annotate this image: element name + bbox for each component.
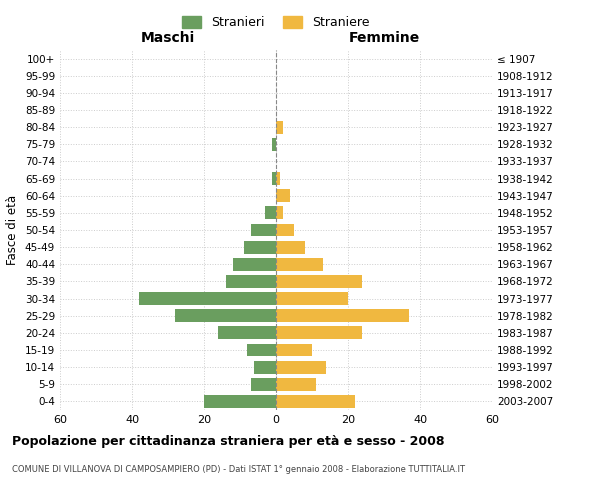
- Bar: [276, 240, 305, 254]
- Bar: [139, 292, 276, 305]
- Bar: [276, 120, 283, 134]
- Bar: [276, 292, 348, 305]
- Bar: [204, 395, 276, 408]
- Bar: [276, 344, 312, 356]
- Bar: [276, 395, 355, 408]
- Bar: [233, 258, 276, 270]
- Bar: [276, 224, 294, 236]
- Bar: [276, 378, 316, 390]
- Bar: [276, 172, 280, 185]
- Bar: [218, 326, 276, 340]
- Text: COMUNE DI VILLANOVA DI CAMPOSAMPIERO (PD) - Dati ISTAT 1° gennaio 2008 - Elabora: COMUNE DI VILLANOVA DI CAMPOSAMPIERO (PD…: [12, 465, 465, 474]
- Bar: [247, 344, 276, 356]
- Bar: [276, 360, 326, 374]
- Bar: [276, 190, 290, 202]
- Bar: [251, 224, 276, 236]
- Y-axis label: Fasce di età: Fasce di età: [7, 195, 19, 265]
- Bar: [276, 206, 283, 220]
- Bar: [276, 258, 323, 270]
- Text: Femmine: Femmine: [349, 31, 419, 45]
- Bar: [265, 206, 276, 220]
- Bar: [251, 378, 276, 390]
- Bar: [244, 240, 276, 254]
- Bar: [276, 275, 362, 288]
- Bar: [175, 310, 276, 322]
- Legend: Stranieri, Straniere: Stranieri, Straniere: [178, 11, 374, 34]
- Text: Maschi: Maschi: [141, 31, 195, 45]
- Bar: [276, 310, 409, 322]
- Bar: [272, 172, 276, 185]
- Bar: [254, 360, 276, 374]
- Bar: [272, 138, 276, 150]
- Bar: [276, 326, 362, 340]
- Text: Popolazione per cittadinanza straniera per età e sesso - 2008: Popolazione per cittadinanza straniera p…: [12, 435, 445, 448]
- Bar: [226, 275, 276, 288]
